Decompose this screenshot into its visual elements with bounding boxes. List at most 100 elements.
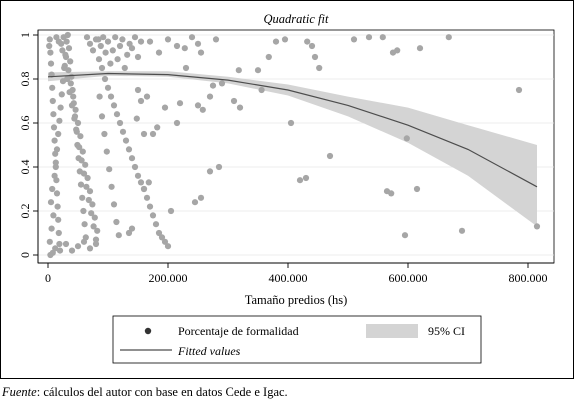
fit-line: [47, 72, 538, 188]
data-point: [95, 56, 103, 63]
data-point: [53, 190, 61, 197]
data-point: [106, 166, 113, 173]
data-point: [209, 82, 217, 89]
data-point: [308, 42, 316, 50]
data-point: [350, 36, 358, 43]
data-point: [145, 179, 152, 186]
data-point: [73, 128, 80, 135]
data-point: [62, 240, 70, 248]
data-point: [92, 36, 100, 43]
data-point: [101, 130, 108, 138]
data-point: [92, 236, 100, 243]
data-point: [91, 214, 98, 221]
x-tick-label: 0: [45, 271, 51, 285]
data-point: [65, 45, 73, 52]
data-point: [125, 146, 133, 153]
data-point: [401, 232, 409, 239]
data-point: [113, 111, 121, 118]
data-point: [77, 181, 85, 188]
data-point: [199, 106, 206, 113]
data-point: [182, 64, 190, 72]
data-point: [137, 97, 145, 105]
data-point: [92, 240, 100, 248]
data-point: [173, 42, 181, 50]
data-point: [51, 137, 58, 144]
source-note: Fuente: cálculos del autor con base en d…: [2, 385, 288, 400]
data-point: [104, 38, 112, 45]
data-point: [188, 34, 196, 41]
legend-marker-symbol: [144, 327, 152, 335]
data-point: [58, 91, 65, 98]
data-point: [109, 47, 116, 54]
data-point: [131, 34, 139, 41]
chart-title: Quadratic fit: [264, 12, 329, 26]
data-point: [140, 130, 148, 138]
data-point: [124, 51, 131, 58]
data-point: [47, 199, 55, 206]
data-point: [56, 247, 64, 254]
data-point: [54, 203, 61, 210]
data-point: [107, 60, 114, 67]
data-point: [316, 64, 323, 72]
data-point: [254, 67, 262, 74]
data-point: [164, 243, 172, 250]
data-point: [304, 38, 311, 45]
data-point: [50, 124, 58, 131]
data-point: [121, 64, 128, 72]
data-point: [71, 115, 78, 122]
data-point: [55, 130, 62, 138]
legend-band-label: 95% CI: [428, 324, 465, 338]
data-point: [83, 34, 91, 41]
data-point: [403, 135, 410, 142]
data-point: [68, 102, 76, 109]
data-point: [65, 67, 72, 74]
data-point: [155, 49, 163, 56]
data-point: [154, 124, 161, 131]
data-point: [80, 170, 88, 177]
data-point: [140, 185, 148, 193]
data-point: [122, 137, 130, 144]
data-point: [67, 58, 74, 65]
data-point: [515, 86, 523, 94]
data-point: [218, 80, 226, 87]
data-point: [103, 148, 110, 155]
data-point: [55, 229, 62, 237]
legend-band-symbol: [366, 324, 418, 338]
figure-frame: [0, 0, 574, 379]
data-point: [46, 42, 53, 50]
data-point: [116, 119, 124, 127]
data-point: [50, 212, 57, 219]
data-point: [134, 172, 142, 179]
data-point: [416, 45, 424, 52]
data-point: [49, 185, 56, 193]
data-point: [161, 104, 169, 111]
data-point: [104, 84, 112, 91]
data-point: [143, 194, 151, 201]
data-point: [119, 36, 126, 43]
data-point: [215, 163, 223, 171]
data-point: [61, 62, 68, 69]
data-point: [78, 157, 85, 164]
data-point: [113, 218, 120, 226]
data-point: [258, 86, 265, 94]
data-point: [134, 53, 142, 61]
data-point: [64, 75, 71, 83]
data-point: [128, 155, 136, 162]
data-point: [56, 117, 63, 124]
data-point: [133, 115, 140, 122]
data-point: [236, 104, 244, 111]
data-point: [96, 93, 103, 100]
data-point: [98, 113, 106, 120]
data-point: [68, 247, 76, 254]
data-point: [46, 238, 53, 245]
data-point: [70, 93, 77, 100]
data-point: [176, 100, 184, 107]
data-point: [115, 232, 122, 239]
data-point: [458, 227, 466, 234]
data-point: [74, 119, 82, 127]
axes: 0 200.000 400.000 600.000 800.000 0 0.2 0.4 0.6 0…: [18, 30, 554, 285]
data-point: [146, 38, 154, 45]
data-point: [194, 102, 202, 109]
data-point: [137, 38, 145, 45]
data-point: [311, 53, 319, 61]
